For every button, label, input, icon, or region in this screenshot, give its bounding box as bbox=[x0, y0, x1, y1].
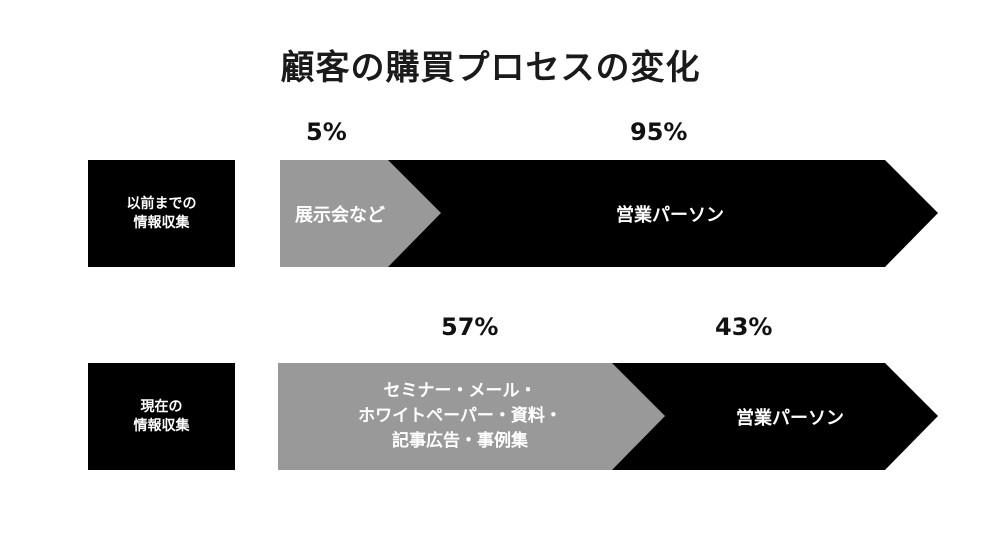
row1-sales-text: 営業パーソン bbox=[616, 204, 724, 226]
row1-sales-percent: 95% bbox=[630, 118, 688, 146]
row-label-before: 以前までの 情報収集 bbox=[88, 160, 235, 267]
row-label-current: 現在の 情報収集 bbox=[88, 363, 235, 470]
row2-content-text: セミナー・メール・ ホワイトペーパー・資料・ 記事広告・事例集 bbox=[358, 381, 562, 451]
row2-sales-text: 営業パーソン bbox=[736, 407, 844, 429]
row1-event-percent: 5% bbox=[306, 118, 347, 146]
row1-event-arrow bbox=[280, 160, 441, 267]
row1-sales-arrow bbox=[280, 160, 938, 267]
row2-content-percent: 57% bbox=[441, 313, 499, 341]
row2-sales-percent: 43% bbox=[715, 313, 773, 341]
row2-content-arrow bbox=[278, 363, 665, 470]
diagram-title: 顧客の購買プロセスの変化 bbox=[280, 48, 701, 88]
row1-event-text: 展示会など bbox=[295, 204, 385, 226]
